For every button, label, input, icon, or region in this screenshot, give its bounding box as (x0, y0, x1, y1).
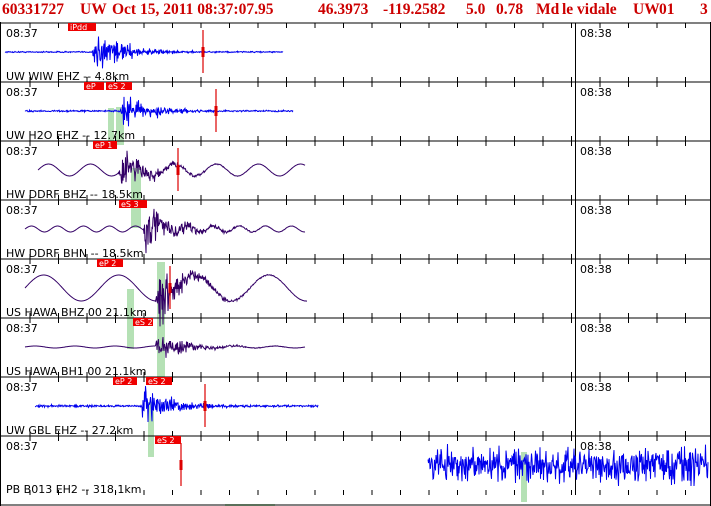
trace-uw-wiw: iPdd 08:37 08:38 UW WIW EHZ -- 4.8km (4, 23, 612, 83)
trace-uw-h2o: eP eS 2 08:37 08:38 UW H2O EHZ -- 12.7km (6, 82, 612, 142)
waveform (34, 386, 319, 423)
time-label-left: 08:37 (6, 145, 38, 158)
pick-box (106, 82, 132, 90)
pick-box (113, 377, 137, 385)
station-label: UW GBL EHZ -- 27.2km (6, 424, 133, 437)
pick-window-shade (521, 452, 527, 502)
time-label-right: 08:38 (580, 145, 612, 158)
event-datetime: Oct 15, 2011 08:37:07.95 (112, 1, 274, 18)
trace-hw-ddrf-bhz: eP 1 08:37 08:38 HW DDRF BHZ -- 18.5km (6, 141, 612, 201)
waveform (24, 269, 307, 327)
time-label-right: 08:38 (580, 381, 612, 394)
trace-uw-gbl: eP 2 eS 2 08:37 08:38 UW GBL EHZ -- 27.2km (6, 377, 612, 437)
time-label-left: 08:37 (6, 263, 38, 276)
pick-marker (179, 460, 183, 470)
event-mag-type: Md (536, 1, 560, 18)
event-magnitude: 0.78 (496, 1, 524, 18)
pick-box (155, 436, 181, 444)
pick-box (93, 141, 117, 149)
pick-box (146, 377, 172, 385)
event-trailing: 3 (700, 1, 708, 18)
time-label-left: 08:37 (6, 86, 38, 99)
waveform (24, 96, 294, 127)
pick-window-shade (131, 168, 141, 228)
pick-marker (168, 283, 172, 293)
time-label-left: 08:37 (6, 322, 38, 335)
pick-label: eS 2 (135, 318, 153, 327)
time-label-right: 08:38 (580, 322, 612, 335)
pick-box (97, 259, 123, 267)
time-label-left: 08:37 (6, 440, 38, 453)
pick-label: eP 1 (95, 141, 112, 150)
waveform (24, 208, 306, 254)
pick-box (68, 23, 96, 31)
event-network: UW (80, 1, 107, 18)
event-latitude: 46.3973 (318, 1, 369, 18)
station-label: US HAWA BH1 00 21.1km (6, 365, 146, 378)
pick-window-shade (148, 402, 154, 457)
event-longitude: -119.2582 (383, 1, 446, 18)
time-label-right: 08:38 (580, 27, 612, 40)
station-label: HW DDRF BHZ -- 18.5km (6, 188, 143, 201)
pick-window-shade (157, 262, 165, 382)
time-label-right: 08:38 (580, 263, 612, 276)
time-label-left: 08:37 (6, 381, 38, 394)
pick-label: eP 2 (99, 259, 116, 268)
pick-window-shade (127, 289, 134, 349)
event-id: 60331727 (2, 1, 64, 18)
pick-label: eP (86, 82, 96, 91)
time-label-left: 08:37 (6, 204, 38, 217)
pick-marker (201, 47, 205, 57)
pick-label: eS 2 (148, 377, 166, 386)
station-label: UW WIW EHZ -- 4.8km (6, 70, 129, 83)
pick-label: eS 2 (108, 82, 126, 91)
trace-us-hawa-bhz: eP 2 08:37 08:38 US HAWA BHZ 00 21.1km (6, 259, 612, 327)
pick-window-shade (116, 107, 124, 145)
station-label: HW DDRF BHN -- 18.5km (6, 247, 144, 260)
pick-box (133, 318, 153, 326)
time-label-right: 08:38 (580, 86, 612, 99)
time-label-right: 08:38 (580, 204, 612, 217)
pick-marker (203, 401, 207, 411)
pick-box (119, 200, 147, 208)
time-label-left: 08:37 (6, 27, 38, 40)
station-label: PB B013 EH2 -- 318.1km (6, 483, 141, 496)
event-source: UW (633, 1, 660, 18)
pick-label: eP 2 (115, 377, 132, 386)
pick-marker (176, 165, 180, 175)
pick-window-shade (108, 108, 114, 146)
waveform (4, 36, 284, 69)
pick-label: eS 2 (157, 436, 175, 445)
event-location: le vidale (562, 1, 617, 18)
pick-box (84, 82, 104, 90)
station-label: US HAWA BHZ 00 21.1km (6, 306, 147, 319)
trace-hw-ddrf-bhn: eS 3 08:37 08:38 HW DDRF BHN -- 18.5km (6, 200, 612, 260)
waveform (427, 443, 709, 487)
event-depth: 5.0 (466, 1, 486, 18)
pick-label: eS 3 (121, 200, 139, 209)
time-label-right: 08:38 (580, 440, 612, 453)
event-header: 60331727 UW Oct 15, 2011 08:37:07.95 46.… (0, 0, 711, 22)
event-version: 01 (659, 1, 675, 18)
pick-label: iPdd (70, 23, 87, 32)
trace-us-hawa-bh1: eS 2 08:37 08:38 US HAWA BH1 00 21.1km (6, 318, 612, 378)
trace-pb-b013: eS 2 08:37 08:38 PB B013 EH2 -- 318.1km (6, 436, 709, 496)
pick-marker (214, 106, 218, 116)
waveform (37, 150, 306, 184)
waveform (24, 336, 306, 358)
station-label: UW H2O EHZ -- 12.7km (6, 129, 135, 142)
